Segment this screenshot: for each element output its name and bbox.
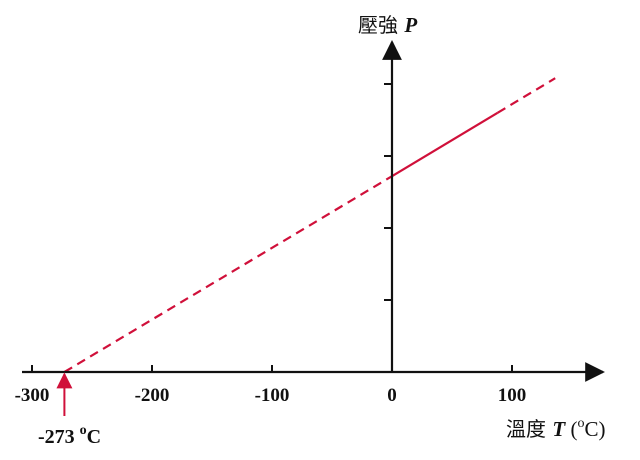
axes-layer (22, 40, 605, 382)
absolute-zero-label-value: -273 (38, 426, 80, 448)
x-axis-title-text: 溫度 (506, 417, 546, 441)
absolute-zero-label-degree: o (80, 423, 87, 438)
absolute-zero-label-unit: C (87, 426, 101, 448)
y-axis-title-variable: P (403, 13, 417, 37)
y-axis-title-text: 壓強 (358, 13, 398, 37)
x-tick-label: -200 (135, 385, 170, 406)
x-axis-title-variable: T (552, 417, 566, 441)
x-tick-label: 100 (498, 385, 527, 406)
annotation-layer: -273 oC (38, 372, 101, 448)
ticks-layer: -300 -200 -100 0 100 (15, 83, 527, 406)
x-axis-title: 溫度 T (oC) (506, 416, 605, 441)
x-axis-title-unit-rest: C) (584, 417, 605, 441)
x-tick-label: 0 (387, 385, 397, 406)
absolute-zero-label: -273 oC (38, 423, 101, 448)
series-layer (63, 77, 556, 373)
x-tick-label: -100 (255, 385, 290, 406)
measured-line-segment (391, 111, 499, 178)
extrapolated-line-segment (63, 175, 393, 373)
extrapolated-line-segment (497, 77, 556, 114)
x-tick-label: -300 (15, 385, 50, 406)
x-axis-title-degree-sign: o (577, 416, 584, 431)
x-axis-title-unit-open: ( (565, 417, 577, 441)
y-axis-title: 壓強 P (358, 13, 417, 37)
